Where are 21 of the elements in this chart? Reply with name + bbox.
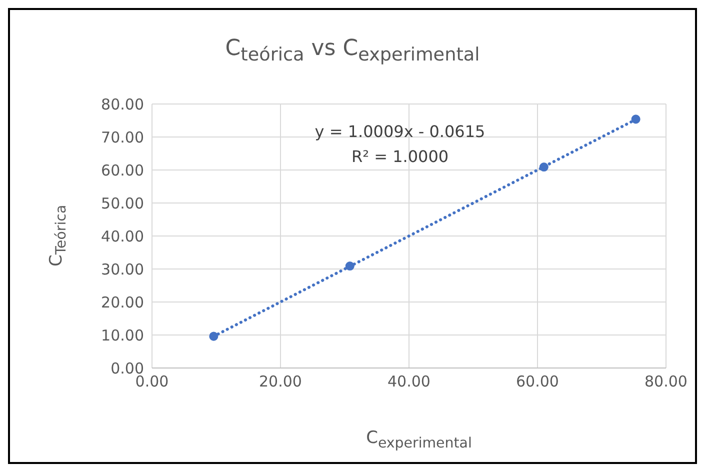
y-tick-label: 60.00: [101, 161, 144, 180]
point: [209, 332, 218, 341]
y-tick-label: 50.00: [101, 194, 144, 212]
y-tick-label: 20.00: [101, 293, 144, 312]
annotation: y = 1.0009x - 0.0615: [314, 122, 486, 141]
y-tick-label: 40.00: [101, 227, 144, 246]
y-tick-label: 10.00: [101, 326, 144, 344]
chart-title: C$_{teórica}$ vs C$_{experimental}$: [224, 36, 481, 66]
y-tick-label: 80.00: [101, 95, 144, 114]
x-tick-label: 20.00: [259, 372, 302, 391]
x-tick-label: 60.00: [516, 372, 559, 391]
x-tick-label: 80.00: [644, 372, 688, 391]
x-axis-title: C$_{experimental}$: [365, 428, 473, 452]
point: [345, 262, 354, 271]
point: [631, 114, 640, 124]
point: [539, 162, 548, 172]
y-tick-label: 30.00: [101, 260, 144, 278]
y-tick-label: 70.00: [101, 128, 144, 146]
x-tick-label: 40.00: [388, 372, 430, 391]
x-tick-label: 0.00: [135, 372, 169, 391]
annotation: R² = 1.0000: [350, 147, 450, 166]
